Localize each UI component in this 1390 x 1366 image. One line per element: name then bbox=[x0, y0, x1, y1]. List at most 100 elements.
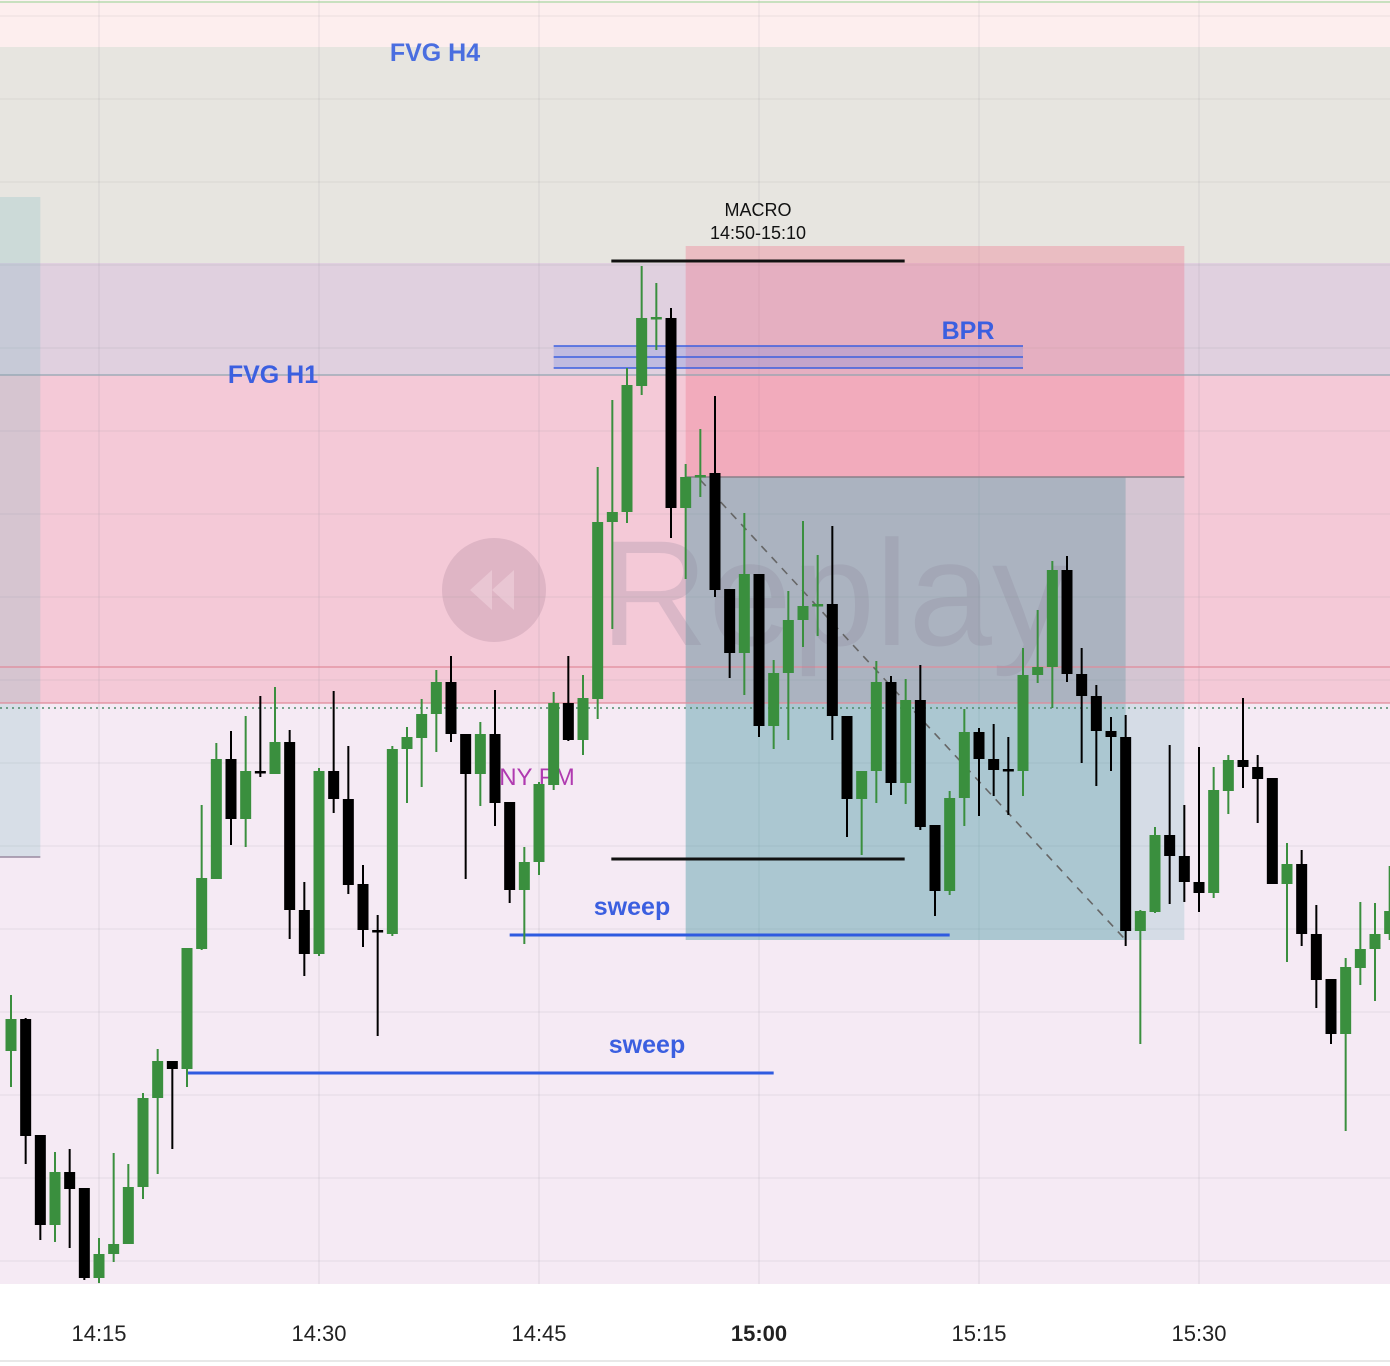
candle bbox=[401, 727, 413, 803]
candle bbox=[254, 696, 266, 777]
candle-body bbox=[1325, 979, 1337, 1034]
candle bbox=[1310, 905, 1322, 1008]
candle-body bbox=[885, 682, 897, 783]
candle-body bbox=[386, 749, 398, 934]
time-axis-background bbox=[0, 1284, 1390, 1366]
time-axis[interactable]: 14:15 14:30 14:45 15:00 15:15 15:30 bbox=[71, 1321, 1226, 1346]
x-tick-label: 14:15 bbox=[71, 1321, 126, 1346]
candle-body bbox=[254, 771, 266, 774]
candle bbox=[1237, 698, 1249, 788]
candle bbox=[665, 308, 677, 538]
candle bbox=[269, 687, 281, 774]
candle-body bbox=[1340, 967, 1352, 1034]
candle-body bbox=[1281, 864, 1293, 884]
candle bbox=[108, 1153, 120, 1262]
candle bbox=[1369, 903, 1381, 1001]
candle bbox=[958, 709, 970, 826]
candle bbox=[1105, 717, 1117, 771]
candle-body bbox=[430, 682, 442, 714]
candle bbox=[49, 1152, 61, 1242]
candle-body bbox=[342, 799, 354, 885]
candle-body bbox=[1090, 696, 1102, 731]
candle-body bbox=[870, 682, 882, 771]
candle bbox=[1076, 648, 1088, 763]
candle-body bbox=[1384, 911, 1390, 934]
candle bbox=[1325, 979, 1337, 1044]
candle bbox=[460, 734, 472, 879]
candle bbox=[606, 400, 618, 629]
candle-body bbox=[313, 771, 325, 954]
candle-body bbox=[504, 802, 516, 890]
fvg-h1-zone bbox=[0, 375, 1390, 703]
candle bbox=[929, 825, 941, 916]
x-tick-label: 15:30 bbox=[1171, 1321, 1226, 1346]
x-tick-label: 14:45 bbox=[511, 1321, 566, 1346]
candle-body bbox=[1061, 570, 1073, 674]
x-tick-label: 15:15 bbox=[951, 1321, 1006, 1346]
candle bbox=[1222, 755, 1234, 814]
candle-body bbox=[1208, 790, 1220, 893]
candle-body bbox=[577, 698, 589, 740]
candle-body bbox=[592, 522, 604, 699]
time-axis-bottom-border bbox=[0, 1360, 1390, 1362]
bpr-zone bbox=[553, 345, 1023, 369]
candle-body bbox=[1193, 882, 1205, 893]
candle-body bbox=[636, 318, 648, 386]
fvg-h1-label: FVG H1 bbox=[228, 361, 318, 389]
candle-body bbox=[210, 759, 222, 879]
candle bbox=[196, 805, 208, 950]
rewind-glyph-icon bbox=[470, 570, 514, 610]
candle bbox=[137, 1093, 149, 1199]
candle bbox=[386, 746, 398, 936]
candle-body bbox=[1266, 778, 1278, 884]
candle-body bbox=[357, 884, 369, 930]
candle bbox=[372, 915, 384, 1036]
candle bbox=[1090, 685, 1102, 786]
candle bbox=[1120, 715, 1132, 946]
x-tick-label: 14:30 bbox=[291, 1321, 346, 1346]
candle-body bbox=[973, 732, 985, 759]
candle bbox=[621, 368, 633, 523]
candle bbox=[1208, 767, 1220, 898]
candle-body bbox=[34, 1135, 46, 1225]
candle-body bbox=[225, 759, 237, 819]
candle-body bbox=[196, 878, 208, 949]
candle-body bbox=[1252, 767, 1264, 779]
zones-layer bbox=[0, 0, 1390, 1300]
candle bbox=[298, 882, 310, 976]
candle-body bbox=[606, 512, 618, 522]
candle bbox=[709, 396, 721, 597]
candle bbox=[78, 1188, 90, 1280]
candle bbox=[1002, 737, 1014, 815]
fvg-h4-zone bbox=[0, 47, 1390, 263]
candle-body bbox=[694, 475, 706, 478]
candles-layer bbox=[5, 266, 1390, 1283]
candle-body bbox=[621, 385, 633, 512]
candle bbox=[1046, 561, 1058, 708]
candle-body bbox=[988, 759, 1000, 770]
candle bbox=[1193, 747, 1205, 912]
candle bbox=[973, 728, 985, 816]
candle bbox=[284, 730, 296, 939]
candle bbox=[797, 521, 809, 647]
candle-body bbox=[401, 737, 413, 749]
candle-body bbox=[49, 1172, 61, 1225]
candle-body bbox=[738, 574, 750, 653]
candle-body bbox=[1296, 864, 1308, 934]
candle-body bbox=[1178, 856, 1190, 882]
candle bbox=[562, 656, 574, 741]
candle-body bbox=[548, 703, 560, 785]
candle-body bbox=[841, 716, 853, 799]
candle-body bbox=[78, 1188, 90, 1278]
candle bbox=[738, 513, 750, 695]
candle bbox=[680, 464, 692, 579]
candle-body bbox=[797, 606, 809, 620]
candle bbox=[1061, 556, 1073, 682]
candle bbox=[474, 722, 486, 806]
candle bbox=[210, 743, 222, 879]
zone-labels: FVG H4 FVG H1 BPR MACRO 14:50-15:10 swee… bbox=[228, 39, 995, 1059]
candle-body bbox=[724, 589, 736, 653]
candle bbox=[357, 865, 369, 947]
candle-body bbox=[1310, 934, 1322, 980]
